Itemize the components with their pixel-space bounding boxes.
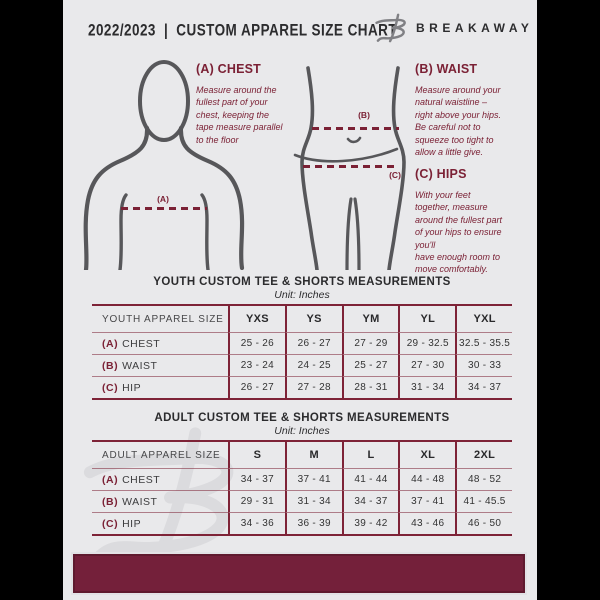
measurement-cell: 28 - 31 [341,376,399,398]
measurement-cell: 25 - 27 [341,354,399,376]
size-header-cell: YL [398,306,455,332]
chest-line-label: (A) [157,194,169,204]
row-label-cell: (C) HIP [92,512,228,534]
hips-measure-line [303,165,399,168]
size-header-cell: YXL [455,306,512,332]
measurement-cell: 25 - 26 [228,332,285,354]
row-label-cell: (B) WAIST [92,490,228,512]
table-title: YOUTH CUSTOM TEE & SHORTS MEASUREMENTS [153,276,451,288]
size-header-cell: YM [341,306,399,332]
measurement-cell: 27 - 28 [284,376,342,398]
measurement-cell: 48 - 52 [455,468,512,490]
measurement-cell: 37 - 41 [284,468,342,490]
row-letter: (A) [102,337,119,350]
table-title: ADULT CUSTOM TEE & SHORTS MEASUREMENTS [154,412,450,424]
size-label-cell: ADULT APPAREL SIZE [102,449,221,461]
measurement-cell: 27 - 29 [341,332,399,354]
instruction-hips: (C) HIPS With your feet together, measur… [415,167,537,276]
size-header-cell: L [341,442,399,468]
row-letter: (B) [102,495,119,508]
page-title: 2022/2023 | CUSTOM APPAREL SIZE CHART [88,21,397,40]
size-header-cell: M [284,442,342,468]
breakaway-logo-icon [375,13,409,43]
instruction-hips-title: (C) HIPS [415,167,467,181]
measurement-cell: 41 - 45.5 [455,490,512,512]
instruction-chest: (A) CHEST Measure around the fullest par… [196,62,311,146]
measurement-cell: 31 - 34 [284,490,342,512]
brand: BREAKAWAY [375,13,533,43]
waist-line-label: (B) [358,110,370,120]
waist-measure-line [312,127,399,130]
measurement-cell: 23 - 24 [228,354,285,376]
row-letter: (A) [102,473,119,486]
measurement-cell: 34 - 37 [228,468,285,490]
measurement-cell: 29 - 32.5 [398,332,456,354]
size-table-youth: YOUTH CUSTOM TEE & SHORTS MEASUREMENTS U… [92,276,512,400]
table-unit: Unit: Inches [274,289,330,301]
measurement-cell: 32.5 - 35.5 [455,332,512,354]
measurement-cell: 26 - 27 [284,332,342,354]
measurement-grid: YOUTH APPAREL SIZE YXS YS YM YL YXL (A) CHEST 25… [92,304,512,400]
size-header-cell: YXS [228,306,285,332]
measurement-cell: 39 - 42 [341,512,399,534]
size-chart-page: 2022/2023 | CUSTOM APPAREL SIZE CHART BR… [63,0,537,600]
title-year: 2022/2023 [88,21,156,41]
table-unit: Unit: Inches [274,425,330,437]
row-label-cell: (A) CHEST [92,332,228,354]
measurement-cell: 29 - 31 [228,490,285,512]
title-text: CUSTOM APPAREL SIZE CHART [176,21,398,41]
measurement-cell: 43 - 46 [398,512,456,534]
row-label-cell: (C) HIP [92,376,228,398]
measurement-cell: 46 - 50 [455,512,512,534]
row-name: HIP [122,517,142,530]
row-label-cell: (B) WAIST [92,354,228,376]
waist-hips-diagram [293,66,406,270]
size-header-cell: S [228,442,285,468]
measurement-cell: 26 - 27 [228,376,285,398]
measurement-cell: 37 - 41 [398,490,456,512]
instruction-waist: (B) WAIST Measure around your natural wa… [415,62,537,158]
size-header-cell: XL [398,442,455,468]
measurement-cell: 44 - 48 [398,468,456,490]
row-letter: (C) [102,517,119,530]
instruction-hips-body: With your feet together, measure around … [415,190,503,275]
measurement-cell: 24 - 25 [284,354,342,376]
size-header-cell: YS [284,306,342,332]
instruction-chest-title: (A) CHEST [196,62,261,76]
row-label-cell: (A) CHEST [92,468,228,490]
measurement-cell: 34 - 37 [455,376,512,398]
row-name: WAIST [122,495,158,508]
chest-diagram [83,60,245,270]
row-name: HIP [122,381,142,394]
hips-line-label: (C) [389,170,401,180]
size-label-cell: YOUTH APPAREL SIZE [102,313,224,325]
chest-measure-line [121,207,207,210]
measurement-cell: 27 - 30 [398,354,456,376]
row-letter: (C) [102,381,119,394]
measurement-cell: 31 - 34 [398,376,456,398]
row-name: CHEST [122,337,161,350]
measurement-cell: 34 - 36 [228,512,285,534]
measurement-cell: 36 - 39 [284,512,342,534]
row-name: WAIST [122,359,158,372]
size-header-cell: 2XL [455,442,512,468]
size-table-adult: ADULT CUSTOM TEE & SHORTS MEASUREMENTS U… [92,412,512,536]
instruction-waist-body: Measure around your natural waistline – … [415,85,502,158]
measurement-cell: 34 - 37 [341,490,399,512]
row-name: CHEST [122,473,161,486]
brand-name: BREAKAWAY [416,21,534,35]
row-letter: (B) [102,359,119,372]
measurement-cell: 41 - 44 [341,468,399,490]
instruction-waist-title: (B) WAIST [415,62,478,76]
footer-bar [71,552,527,595]
measurement-cell: 30 - 33 [455,354,512,376]
title-divider: | [163,21,169,41]
instruction-chest-body: Measure around the fullest part of your … [196,85,283,145]
measurement-grid: ADULT APPAREL SIZE S M L XL 2XL (A) CHEST 34 - 3… [92,440,512,536]
